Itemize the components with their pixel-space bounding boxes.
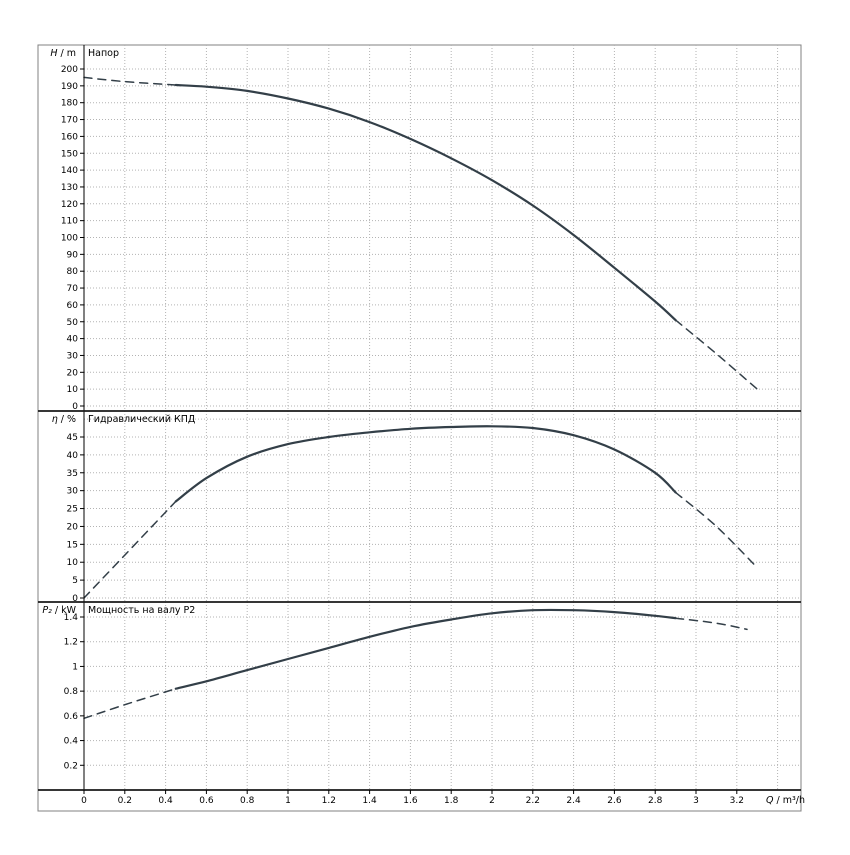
- head-title: Напор: [88, 48, 119, 59]
- power-ytick-label: 1.2: [64, 638, 78, 648]
- xtick-label: 1: [285, 796, 291, 806]
- efficiency-subplot: 0 5 10 15 20 25 30 35 40 45 η / % Гидравлический КП…: [52, 411, 799, 604]
- efficiency-axis-label: η / %: [52, 414, 76, 425]
- head-ytick-label: 120: [61, 200, 78, 210]
- efficiency-extrapolated-high: [674, 491, 758, 569]
- head-ytick-label: 110: [61, 217, 78, 227]
- power-ytick-label: 1.4: [64, 613, 79, 623]
- x-axis-label: Q / m³/h: [766, 795, 805, 806]
- efficiency-ytick-label: 40: [67, 451, 79, 461]
- xtick-label: 2.2: [526, 796, 540, 806]
- xtick-label: 1.4: [362, 796, 377, 806]
- head-ytick-label: 150: [61, 149, 78, 159]
- efficiency-ytick-label: 20: [67, 522, 79, 532]
- head-ytick-label: 50: [67, 318, 79, 328]
- efficiency-ytick-label: 35: [67, 469, 78, 479]
- head-ytick-label: 180: [61, 99, 78, 109]
- xtick-label: 0.4: [158, 796, 173, 806]
- head-ytick-label: 140: [61, 166, 78, 176]
- head-ytick-label: 200: [61, 65, 78, 75]
- head-axis-label: H / m: [50, 48, 76, 59]
- efficiency-gridlines: [84, 411, 799, 602]
- efficiency-ytick-label: 10: [67, 558, 79, 568]
- head-ytick-label: 70: [67, 284, 79, 294]
- power-y-axis: 0.2 0.4 0.6 0.8 1 1.2 1.4: [64, 613, 84, 771]
- xtick-label: 0.8: [240, 796, 255, 806]
- xtick-label: 0.2: [118, 796, 132, 806]
- head-ytick-label: 30: [67, 351, 79, 361]
- xtick-label: 2.6: [607, 796, 622, 806]
- head-ytick-label: 160: [61, 132, 78, 142]
- head-ytick-label: 40: [67, 335, 79, 345]
- head-ytick-label: 0: [72, 402, 78, 412]
- power-ytick-label: 0.8: [64, 687, 79, 697]
- xtick-label: 1.6: [403, 796, 418, 806]
- efficiency-ytick-label: 15: [67, 540, 78, 550]
- power-title: Мощность на валу P2: [88, 605, 195, 616]
- power-gridlines: [84, 602, 799, 790]
- head-ytick-label: 10: [67, 385, 79, 395]
- power-axis-label: P₂ / kW: [42, 605, 76, 616]
- efficiency-y-axis: 0 5 10 15 20 25 30 35 40 45: [67, 433, 84, 604]
- efficiency-extrapolated-low: [83, 500, 177, 599]
- head-y-axis: 0 10 20 30 40 50 60 70 80 90 100 110 120 130 140 150 160…: [61, 65, 84, 412]
- efficiency-curve: [174, 425, 677, 503]
- head-ytick-label: 100: [61, 234, 78, 244]
- head-ytick-label: 60: [67, 301, 79, 311]
- head-ytick-label: 20: [67, 368, 79, 378]
- head-ytick-label: 190: [61, 82, 78, 92]
- efficiency-ytick-label: 5: [72, 576, 78, 586]
- efficiency-ytick-label: 25: [67, 505, 78, 515]
- power-ytick-label: 1: [72, 662, 78, 672]
- power-ytick-label: 0.4: [64, 737, 79, 747]
- head-ytick-label: 90: [67, 250, 79, 260]
- power-ytick-label: 0.2: [64, 761, 78, 771]
- xtick-label: 3.2: [730, 796, 744, 806]
- xtick-label: 3: [693, 796, 699, 806]
- head-curve: [174, 83, 677, 322]
- efficiency-title: Гидравлический КПД: [88, 414, 195, 425]
- power-curve: [174, 608, 677, 690]
- xtick-label: 2.4: [566, 796, 581, 806]
- efficiency-ytick-label: 0: [72, 594, 78, 604]
- efficiency-ytick-label: 45: [67, 433, 78, 443]
- xtick-label: 1.8: [444, 796, 459, 806]
- head-ytick-label: 170: [61, 116, 78, 126]
- power-extrapolated-low: [83, 687, 177, 720]
- head-ytick-label: 130: [61, 183, 78, 193]
- xtick-label: 2.8: [648, 796, 663, 806]
- head-ytick-label: 80: [67, 267, 79, 277]
- x-axis: 0 0.2 0.4 0.6 0.8 1 1.2 1.4 1.6 1.8 2 2.2 2.4 2.6 2.8 3…: [81, 790, 744, 806]
- xtick-label: 0.6: [199, 796, 214, 806]
- power-subplot: 0.2 0.4 0.6 0.8 1 1.2 1.4P₂ / kW Мощность на ва…: [42, 602, 799, 790]
- head-subplot: 0 10 20 30 40 50 60 70 80 90 100 110 120 130 140 150 160…: [50, 45, 799, 412]
- xtick-label: 0: [81, 796, 87, 806]
- efficiency-ytick-label: 30: [67, 487, 79, 497]
- xtick-label: 1.2: [322, 796, 336, 806]
- xtick-label: 2: [489, 796, 495, 806]
- power-ytick-label: 0.6: [64, 712, 79, 722]
